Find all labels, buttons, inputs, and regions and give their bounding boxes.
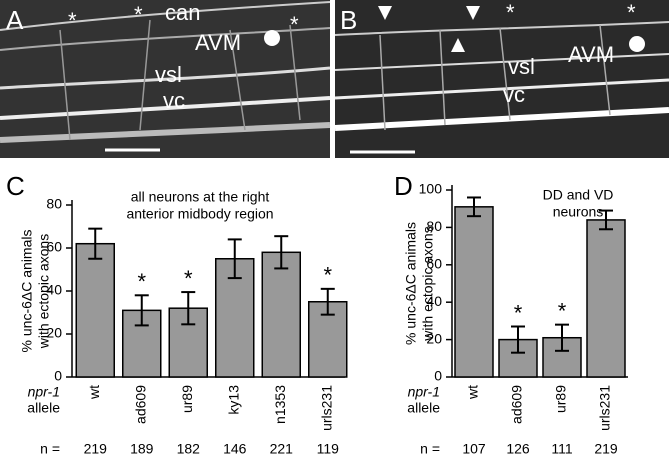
neurite [0,1,331,31]
y-tick-label: 60 [426,256,442,272]
n-value: 219 [594,441,618,457]
y-axis-label: % unc-6ΔC animals [403,222,419,345]
commissure [379,24,611,131]
x-axis-label: npr-1 [408,384,440,400]
label: vc [163,88,185,113]
star: * [134,2,143,27]
commissure [59,19,301,141]
significance: * [137,269,146,294]
label: vc [503,82,525,107]
neurite [0,27,331,51]
x-tick-label: ur89 [553,385,569,413]
panel-label: B [340,5,357,35]
arrowhead [378,6,480,52]
neurite [0,66,331,90]
x-axis-label: allele [407,400,440,416]
annotation: all neurons at the right [131,189,270,205]
n-value: 221 [270,441,294,457]
n-value: 107 [462,441,486,457]
annotation: neurons [553,204,604,220]
cell-body [264,30,280,46]
x-tick-label: ad609 [509,385,525,424]
neurite [0,96,331,120]
x-tick-label: ad609 [132,385,148,424]
x-axis-label: npr-1 [28,384,60,400]
significance: * [514,300,523,325]
y-tick-label: 20 [426,330,442,346]
n-value: 111 [551,441,572,457]
annotation: DD and VD [543,187,614,203]
significance: * [323,263,332,288]
x-tick-label: ur89 [179,385,195,413]
n-value: 119 [317,441,340,457]
micrograph-a: A * * * can AVM vsl vc [0,0,331,158]
panel-label: C [6,171,25,201]
y-axis-label: with ectopic axons [420,226,436,341]
annotation: anterior midbody region [126,206,273,222]
y-tick-label: 80 [46,196,62,212]
image-bg [335,0,669,158]
star: * [290,12,299,37]
panel-label: D [394,171,413,201]
panel-label: A [6,5,24,35]
neurite [334,53,669,71]
y-tick-label: 40 [46,282,62,298]
micrograph-b: B * * vsl AVM vc [334,0,669,158]
y-tick-label: 0 [54,368,62,384]
star: * [68,8,77,33]
bar [586,219,626,378]
label: AVM [568,42,614,67]
x-tick-label: urls231 [597,385,613,431]
y-axis-label: with ectopic axons [36,234,52,349]
x-tick-label: wt [465,385,481,400]
bar [75,242,115,378]
n-value: 146 [223,441,247,457]
n-value: 189 [130,441,154,457]
neurite [334,21,669,36]
label: vsl [155,62,182,87]
y-tick-label: 40 [426,293,442,309]
x-axis-label: allele [27,400,60,416]
significance: * [558,298,567,323]
n-value: 126 [506,441,530,457]
n-value: 182 [177,441,201,457]
n-label: n = [40,441,60,457]
y-axis-label: % unc-6ΔC animals [19,230,35,353]
neurite [334,107,669,131]
star: * [506,0,515,25]
neurite [334,78,669,100]
label: AVM [195,30,241,55]
significance: * [184,266,193,291]
y-tick-label: 100 [419,181,443,197]
y-tick-label: 0 [434,368,442,384]
n-label: n = [420,441,440,457]
y-tick-label: 60 [46,239,62,255]
bar [261,251,301,378]
x-tick-label: ky13 [225,385,241,415]
x-tick-label: wt [86,385,102,400]
n-value: 219 [84,441,108,457]
x-tick-label: n1353 [272,385,288,424]
bar [454,206,494,378]
label: can [165,0,200,25]
y-tick-label: 20 [46,325,62,341]
star: * [627,0,636,25]
y-tick-label: 80 [426,218,442,234]
x-tick-label: urls231 [318,385,334,431]
neurite [0,122,331,143]
label: vsl [508,54,535,79]
cell-body [629,36,645,52]
